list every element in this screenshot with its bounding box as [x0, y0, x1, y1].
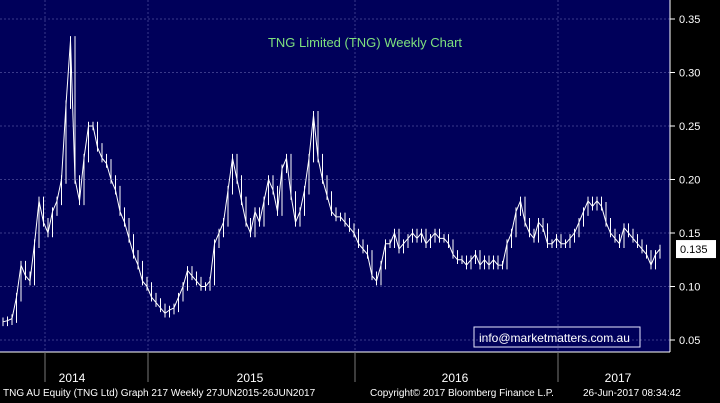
footer-copyright: Copyright© 2017 Bloomberg Finance L.P. — [370, 388, 554, 399]
y-tick-label: 0.15 — [679, 228, 700, 240]
chart-title: TNG Limited (TNG) Weekly Chart — [268, 35, 462, 50]
last-price-marker: 0.135 — [676, 240, 716, 259]
y-tick-label: 0.20 — [679, 175, 700, 187]
y-axis: 0.35 0.30 0.25 0.20 0.15 0.10 0.05 — [669, 0, 700, 352]
price-series — [2, 36, 661, 327]
watermark-text: info@marketmatters.com.au — [479, 331, 630, 345]
footer-security-info: TNG AU Equity (TNG Ltd) Graph 217 Weekly… — [3, 388, 316, 399]
watermark-box — [473, 326, 641, 348]
x-tick-label: 2015 — [237, 371, 264, 384]
plot-area — [0, 0, 670, 352]
x-tick-label: 2016 — [442, 371, 469, 384]
x-axis: 2014 2015 2016 2017 — [0, 351, 720, 384]
watermark: info@marketmatters.com.au — [473, 326, 641, 348]
footer-timestamp: 26-Jun-2017 08:34:42 — [583, 388, 681, 399]
x-tick-label: 2017 — [605, 371, 632, 384]
last-price-label: 0.135 — [680, 244, 708, 256]
y-tick-label: 0.05 — [679, 335, 700, 347]
y-tick-label: 0.35 — [679, 14, 700, 26]
y-tick-label: 0.10 — [679, 282, 700, 294]
y-tick-label: 0.25 — [679, 121, 700, 133]
price-chart: 0.350.300.250.200.150.100.05 2014 2015 201… — [0, 0, 720, 384]
price-line — [2, 40, 661, 323]
x-axis-band — [0, 352, 720, 384]
grid-lines — [0, 0, 670, 352]
footer-bar: TNG AU Equity (TNG Ltd) Graph 217 Weekly… — [0, 384, 720, 403]
last-price-box — [676, 240, 716, 259]
y-tick-label: 0.30 — [679, 68, 700, 80]
x-tick-label: 2014 — [59, 371, 86, 384]
